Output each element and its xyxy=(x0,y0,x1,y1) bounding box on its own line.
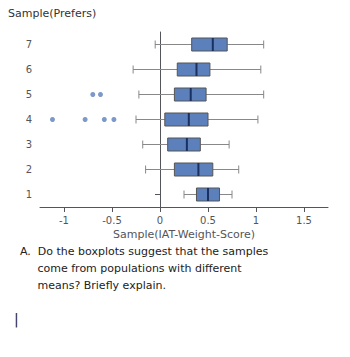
svg-text:1.5: 1.5 xyxy=(296,215,312,226)
svg-text:1: 1 xyxy=(253,215,259,226)
svg-text:-1: -1 xyxy=(59,215,69,226)
svg-text:-0.5: -0.5 xyxy=(102,215,122,226)
svg-text:|: | xyxy=(14,311,19,328)
svg-text:7: 7 xyxy=(26,39,32,50)
svg-text:A. Do the boxplots suggest th: A. Do the boxplots suggest that the samp… xyxy=(20,245,269,258)
svg-text:1: 1 xyxy=(26,189,32,200)
svg-text:6: 6 xyxy=(26,64,32,75)
svg-text:come from populations with dif: come from populations with different xyxy=(20,262,242,275)
svg-text:means? Briefly explain.: means? Briefly explain. xyxy=(20,279,166,292)
svg-text:0.5: 0.5 xyxy=(200,215,216,226)
svg-text:5: 5 xyxy=(26,89,32,100)
svg-text:0: 0 xyxy=(157,215,163,226)
svg-text:3: 3 xyxy=(26,139,32,150)
svg-text:4: 4 xyxy=(26,114,32,125)
svg-text:Sample(Prefers): Sample(Prefers) xyxy=(8,7,96,20)
svg-text:Sample(IAT-Weight-Score): Sample(IAT-Weight-Score) xyxy=(113,228,255,241)
svg-text:2: 2 xyxy=(26,164,32,175)
